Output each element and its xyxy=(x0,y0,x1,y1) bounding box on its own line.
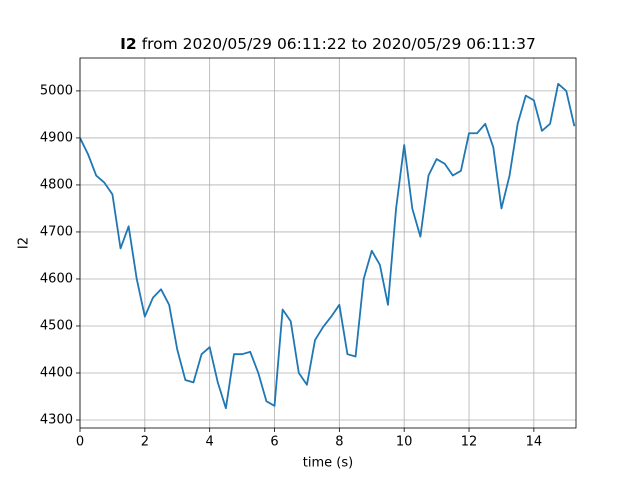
x-axis-label: time (s) xyxy=(303,456,353,471)
x-tick-label: 12 xyxy=(461,435,478,450)
y-tick-label: 4700 xyxy=(40,224,73,239)
x-tick-label: 8 xyxy=(335,435,343,450)
y-tick-label: 5000 xyxy=(40,83,73,98)
data-line xyxy=(80,82,576,410)
y-tick-label: 4800 xyxy=(40,177,73,192)
y-tick-label: 4300 xyxy=(40,413,73,428)
y-tick-label: 4900 xyxy=(40,130,73,145)
plot-frame xyxy=(79,57,577,429)
y-tick-label: 4500 xyxy=(40,318,73,333)
x-tick-label: 10 xyxy=(396,435,413,450)
y-axis-label: I2 xyxy=(17,237,32,249)
chart-title: I2 from 2020/05/29 06:11:22 to 2020/05/29… xyxy=(120,35,536,53)
x-tick-label: 14 xyxy=(526,435,543,450)
x-tick-label: 0 xyxy=(76,435,84,450)
title-bold: I2 xyxy=(120,35,137,53)
x-tick-label: 4 xyxy=(206,435,214,450)
title-text: from 2020/05/29 06:11:22 to 2020/05/29 0… xyxy=(142,35,536,53)
y-tick-label: 4400 xyxy=(40,365,73,380)
x-tick-label: 6 xyxy=(270,435,278,450)
y-tick-label: 4600 xyxy=(40,271,73,286)
x-tick-label: 2 xyxy=(141,435,149,450)
